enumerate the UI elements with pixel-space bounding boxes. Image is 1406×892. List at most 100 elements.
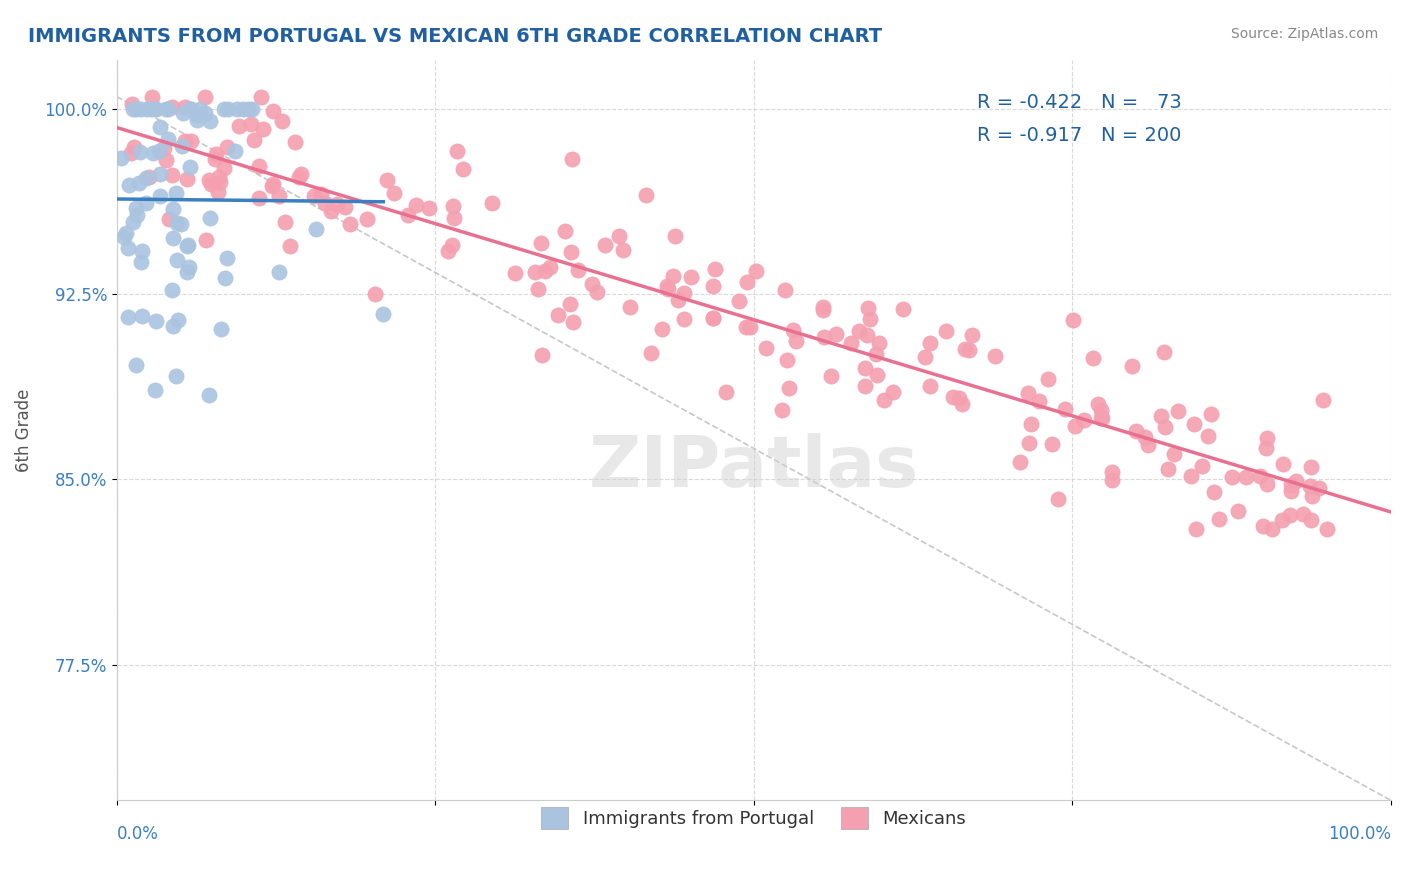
Point — [856, 328, 879, 343]
Point — [1202, 484, 1225, 499]
Point — [117, 241, 139, 255]
Point — [120, 145, 142, 160]
Point — [1279, 508, 1302, 522]
Point — [533, 264, 555, 278]
Point — [243, 133, 266, 147]
Point — [744, 264, 766, 278]
Point — [125, 358, 148, 372]
Point — [162, 202, 184, 216]
Point — [813, 301, 835, 315]
Point — [145, 102, 167, 116]
Point — [868, 335, 890, 350]
Point — [612, 243, 634, 257]
Point — [418, 201, 440, 215]
Point — [1201, 407, 1223, 421]
Point — [110, 152, 132, 166]
Point — [702, 310, 724, 325]
Point — [664, 228, 686, 243]
Point — [165, 368, 187, 383]
Point — [228, 119, 250, 133]
Point — [326, 196, 349, 211]
Point — [170, 217, 193, 231]
Point — [176, 172, 198, 186]
Point — [1301, 489, 1323, 503]
Point — [405, 198, 427, 212]
Point — [155, 153, 177, 167]
Point — [252, 122, 274, 136]
Point — [1256, 441, 1278, 455]
Point — [446, 144, 468, 158]
Point — [262, 177, 284, 191]
Point — [440, 238, 463, 252]
Point — [1121, 359, 1143, 373]
Point — [214, 102, 236, 116]
Point — [1260, 522, 1282, 536]
Point — [165, 186, 187, 200]
Point — [1253, 518, 1275, 533]
Point — [1249, 469, 1271, 483]
Point — [186, 108, 208, 122]
Point — [957, 343, 980, 357]
Point — [918, 379, 941, 393]
Point — [1046, 492, 1069, 507]
Point — [166, 252, 188, 267]
Point — [1090, 411, 1112, 425]
Point — [267, 189, 290, 203]
Point — [339, 217, 361, 231]
Point — [811, 302, 834, 317]
Point — [661, 268, 683, 283]
Text: 0.0%: 0.0% — [117, 825, 159, 843]
Point — [131, 310, 153, 324]
Point — [935, 324, 957, 338]
Point — [1256, 476, 1278, 491]
Point — [866, 368, 889, 382]
Point — [530, 235, 553, 250]
Point — [636, 188, 658, 202]
Point — [1081, 351, 1104, 365]
Point — [305, 222, 328, 236]
Point — [167, 313, 190, 327]
Point — [560, 245, 582, 260]
Point — [302, 188, 325, 202]
Point — [567, 262, 589, 277]
Point — [1256, 431, 1278, 445]
Point — [1167, 403, 1189, 417]
Point — [208, 175, 231, 189]
Point — [377, 173, 399, 187]
Point — [735, 319, 758, 334]
Point — [141, 89, 163, 103]
Point — [527, 282, 550, 296]
Point — [825, 326, 848, 341]
Point — [984, 350, 1007, 364]
Point — [1184, 522, 1206, 536]
Point — [1157, 462, 1180, 476]
Point — [128, 145, 150, 159]
Point — [848, 324, 870, 338]
Point — [131, 244, 153, 259]
Point — [129, 102, 152, 116]
Point — [436, 244, 458, 258]
Point — [679, 270, 702, 285]
Point — [1180, 469, 1202, 483]
Point — [554, 224, 576, 238]
Point — [1208, 512, 1230, 526]
Point — [143, 384, 166, 398]
Point — [174, 135, 197, 149]
Point — [194, 89, 217, 103]
Point — [125, 208, 148, 222]
Point — [121, 97, 143, 112]
Point — [853, 361, 876, 376]
Point — [208, 170, 231, 185]
Point — [776, 353, 799, 368]
Point — [271, 113, 294, 128]
Point — [198, 114, 221, 128]
Point — [702, 311, 724, 326]
Point — [651, 321, 673, 335]
Point — [1184, 417, 1206, 431]
Point — [839, 335, 862, 350]
Point — [382, 186, 405, 200]
Point — [640, 345, 662, 359]
Point — [530, 348, 553, 362]
Point — [149, 167, 172, 181]
Point — [176, 238, 198, 252]
